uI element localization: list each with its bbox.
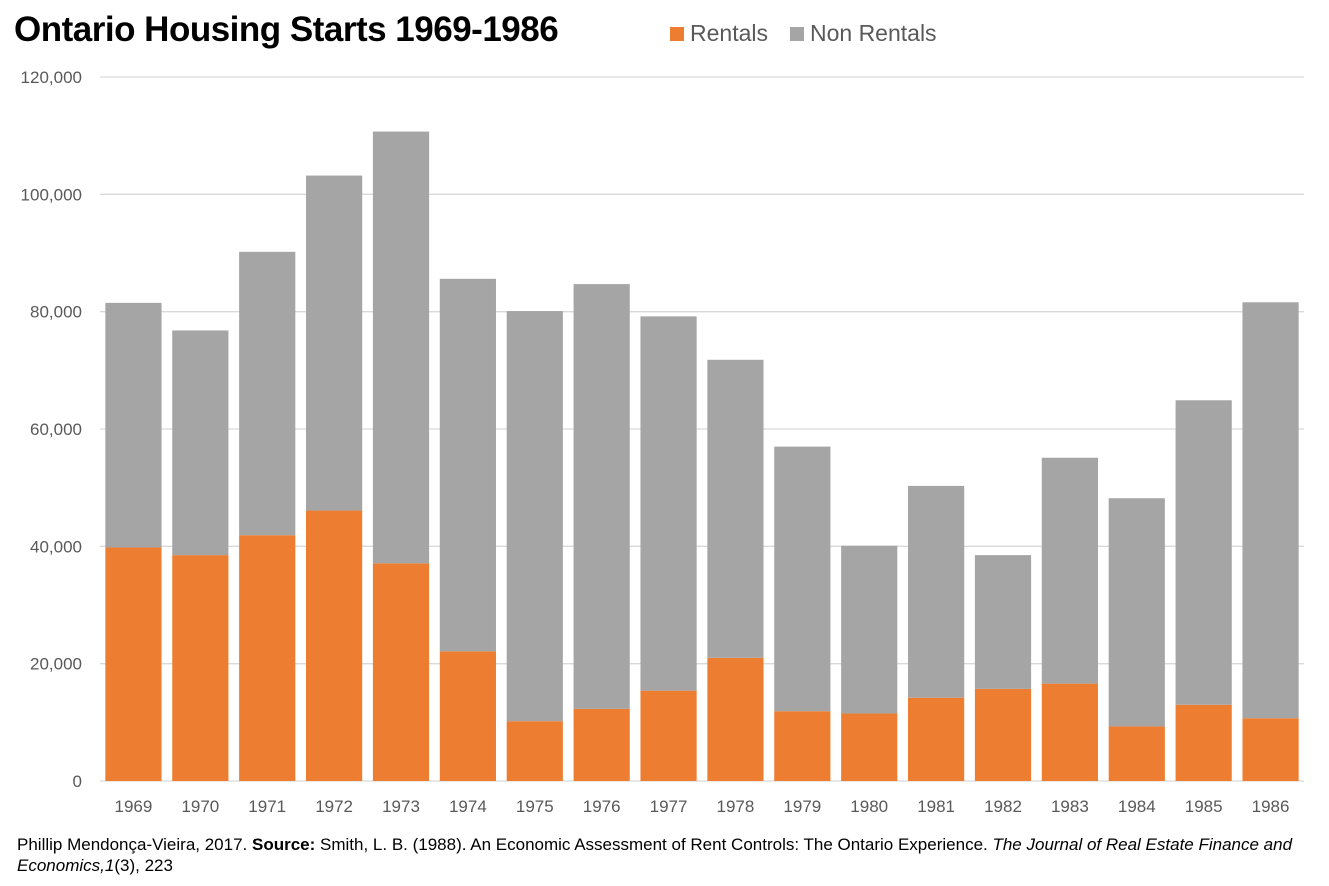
legend-label-non-rentals: Non Rentals — [809, 20, 937, 46]
bar-rentals — [640, 690, 697, 781]
y-tick-label: 20,000 — [30, 655, 82, 674]
footnote-author: Phillip Mendonça-Vieira, 2017. — [17, 835, 252, 854]
source-footnote: Phillip Mendonça-Vieira, 2017. Source: S… — [17, 834, 1307, 876]
x-tick-label: 1982 — [984, 797, 1022, 816]
bar-rentals — [239, 535, 296, 781]
bar-non-rentals — [372, 131, 430, 564]
x-tick-label: 1976 — [583, 797, 621, 816]
x-tick-label: 1980 — [850, 797, 888, 816]
bar-rentals — [105, 547, 162, 781]
bar-non-rentals — [506, 311, 563, 722]
x-tick-label: 1973 — [382, 797, 420, 816]
bar-non-rentals — [573, 284, 630, 709]
x-tick-label: 1970 — [181, 797, 219, 816]
y-tick-label: 100,000 — [21, 185, 82, 204]
bar-non-rentals — [974, 555, 1032, 689]
bar-non-rentals — [1108, 498, 1165, 727]
bar-rentals — [439, 651, 496, 781]
x-tick-label: 1975 — [516, 797, 554, 816]
x-tick-label: 1972 — [315, 797, 353, 816]
x-tick-label: 1969 — [115, 797, 153, 816]
bar-rentals — [372, 563, 430, 781]
bar-rentals — [1041, 683, 1098, 781]
x-axis-ticks: 1969 1970 1971 1972 1973 1974 1975 1976 1977 1978… — [115, 797, 1290, 816]
x-tick-label: 1971 — [248, 797, 286, 816]
y-tick-label: 60,000 — [30, 420, 82, 439]
bar-rentals — [1108, 726, 1165, 781]
chart-title: Ontario Housing Starts 1969-1986 — [14, 10, 559, 49]
x-tick-label: 1983 — [1051, 797, 1089, 816]
bar-non-rentals — [1175, 400, 1232, 705]
y-axis-ticks: 0 20,000 40,000 60,000 80,000 100,000 120,000 — [21, 68, 82, 791]
gridlines — [100, 76, 1304, 782]
footnote-issue-pages: (3), 223 — [114, 856, 173, 875]
bar-rentals — [306, 510, 363, 781]
bar-non-rentals — [908, 485, 965, 698]
bar-non-rentals — [439, 278, 496, 652]
bar-rentals — [573, 708, 630, 781]
x-tick-label: 1979 — [783, 797, 821, 816]
chart-legend: Rentals Non Rentals — [670, 20, 959, 47]
bar-rentals — [1175, 704, 1232, 781]
bar-rentals — [841, 713, 898, 781]
footnote-source-label: Source: — [252, 835, 316, 854]
bar-non-rentals — [774, 446, 831, 712]
x-tick-label: 1977 — [650, 797, 688, 816]
bar-non-rentals — [172, 330, 229, 556]
bars — [105, 131, 1299, 781]
footnote-journal: The Journal of Real Estate Finance and E… — [17, 835, 1293, 875]
bar-non-rentals — [105, 302, 162, 548]
bar-non-rentals — [1041, 457, 1098, 684]
stacked-bar-chart: 020,00040,00060,00080,000100,000120,000 … — [21, 68, 1304, 816]
bar-non-rentals — [306, 175, 363, 511]
x-tick-label: 1986 — [1252, 797, 1290, 816]
legend-swatch-rentals — [670, 26, 684, 41]
bar-non-rentals — [239, 251, 296, 536]
y-tick-label: 120,000 — [21, 68, 82, 87]
legend-item-rentals: Rentals — [670, 20, 768, 47]
x-tick-label: 1985 — [1185, 797, 1223, 816]
bar-rentals — [506, 721, 563, 781]
legend-swatch-non-rentals — [789, 26, 804, 41]
x-tick-label: 1978 — [717, 797, 755, 816]
bar-rentals — [1242, 718, 1299, 781]
bar-non-rentals — [841, 545, 898, 714]
x-tick-label: 1981 — [917, 797, 955, 816]
x-tick-label: 1974 — [449, 797, 487, 816]
bar-rentals — [774, 711, 831, 781]
bar-non-rentals — [640, 316, 697, 691]
y-tick-label: 40,000 — [30, 537, 82, 556]
legend-label-rentals: Rentals — [690, 20, 768, 46]
bar-rentals — [908, 697, 965, 781]
legend-item-non-rentals: Non Rentals — [789, 20, 937, 47]
bar-rentals — [172, 555, 229, 781]
x-tick-label: 1984 — [1118, 797, 1156, 816]
bar-rentals — [974, 688, 1032, 781]
bar-non-rentals — [707, 359, 764, 658]
bar-rentals — [707, 657, 764, 781]
footnote-source-text: Smith, L. B. (1988). An Economic Assessm… — [315, 835, 993, 854]
bar-non-rentals — [1242, 302, 1299, 719]
y-tick-label: 80,000 — [30, 303, 82, 322]
footnote-volume: 1 — [104, 856, 115, 875]
y-tick-label: 0 — [73, 772, 82, 791]
